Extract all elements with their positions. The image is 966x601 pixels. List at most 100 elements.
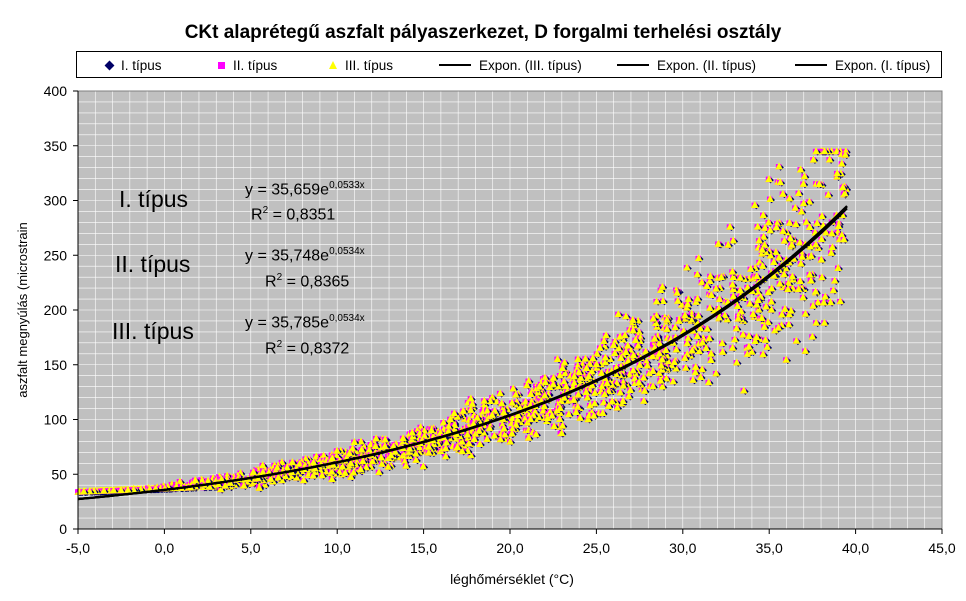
point-type3: [444, 427, 453, 435]
point-type3: [695, 347, 704, 355]
line-icon: [617, 64, 649, 67]
x-tick-label: 45,0: [928, 540, 955, 556]
point-type3: [490, 431, 499, 439]
point-type3: [771, 326, 779, 334]
point-type3: [554, 382, 562, 390]
point-type3: [629, 326, 637, 334]
point-type3: [274, 473, 283, 481]
point-type3: [321, 467, 330, 475]
point-type3: [754, 305, 763, 313]
point-type3: [513, 415, 522, 423]
point-type3: [645, 369, 654, 377]
point-type3: [776, 178, 785, 186]
point-type3: [663, 325, 671, 333]
point-type3: [826, 298, 835, 306]
point-type3: [473, 413, 482, 421]
point-type3: [617, 353, 625, 361]
point-type3: [836, 297, 845, 305]
point-type3: [663, 315, 671, 323]
point-type3: [347, 472, 355, 480]
point-type3: [384, 462, 392, 470]
point-type3: [772, 223, 781, 231]
point-type3: [576, 413, 584, 421]
point-type3: [380, 442, 389, 450]
point-type3: [570, 372, 578, 380]
point-type3: [739, 330, 747, 338]
point-type3: [770, 271, 778, 279]
point-type3: [767, 284, 776, 292]
legend-label: II. típus: [233, 57, 278, 73]
point-type3: [405, 444, 414, 452]
point-type3: [798, 252, 806, 260]
point-type3: [763, 342, 772, 350]
point-type3: [729, 272, 738, 280]
point-type3: [761, 223, 769, 231]
legend-item-type3: III. típus: [327, 57, 393, 73]
y-tick-label: 150: [44, 357, 68, 373]
point-type3: [588, 367, 596, 375]
point-type3: [729, 292, 738, 300]
point-type3: [583, 393, 592, 401]
point-type3: [799, 179, 808, 187]
point-type3: [467, 394, 475, 402]
point-type3: [562, 382, 570, 390]
point-type3: [529, 411, 538, 419]
point-type3: [715, 313, 723, 321]
point-type3: [817, 255, 826, 263]
point-type3: [391, 447, 399, 455]
x-tick-label: 25,0: [583, 540, 610, 556]
point-type3: [780, 236, 789, 244]
point-type3: [560, 393, 568, 401]
trendline: [77, 207, 848, 501]
point-type3: [737, 307, 745, 315]
point-type3: [576, 373, 585, 381]
point-type3: [730, 335, 739, 343]
point-type3: [658, 282, 667, 290]
point-type3: [758, 245, 767, 253]
point-type3: [766, 251, 775, 259]
point-type3: [470, 434, 479, 442]
point-type3: [621, 331, 629, 339]
point-type3: [785, 218, 794, 226]
point-type3: [381, 435, 389, 443]
point-type3: [526, 415, 535, 423]
grid-lines: [78, 91, 942, 529]
point-type3: [572, 407, 580, 415]
point-type3: [589, 354, 597, 362]
point-type3: [79, 487, 88, 495]
point-type3: [728, 343, 737, 351]
point-type3: [100, 486, 108, 494]
point-type3: [759, 211, 768, 219]
point-type3: [553, 355, 562, 363]
point-type3: [412, 455, 420, 463]
point-type3: [345, 449, 354, 457]
point-type3: [751, 337, 759, 345]
point-type3: [450, 420, 459, 428]
point-type3: [764, 288, 773, 296]
x-tick-label: 5,0: [241, 540, 261, 556]
point-type3: [753, 222, 762, 230]
point-type3: [821, 292, 830, 300]
point-type3: [745, 331, 753, 339]
point-type3: [829, 286, 838, 294]
point-type3: [575, 368, 583, 376]
y-axis-label: aszfalt megnyúlás (microstrain: [15, 222, 30, 398]
point-type3: [729, 285, 738, 293]
point-type3: [415, 443, 424, 451]
point-type3: [828, 229, 836, 237]
point-type3: [764, 318, 772, 326]
point-type3: [592, 360, 601, 368]
point-type3: [703, 281, 711, 289]
point-type3: [664, 357, 672, 365]
point-type3: [377, 453, 386, 461]
point-type3: [827, 248, 836, 256]
point-type3: [813, 219, 821, 227]
point-type3: [815, 179, 824, 187]
point-type3: [619, 381, 628, 389]
point-type3: [774, 323, 783, 331]
point-type3: [258, 461, 267, 469]
point-type3: [767, 305, 776, 313]
point-type3: [755, 236, 763, 244]
point-type3: [806, 242, 815, 250]
point-type3: [745, 342, 753, 350]
